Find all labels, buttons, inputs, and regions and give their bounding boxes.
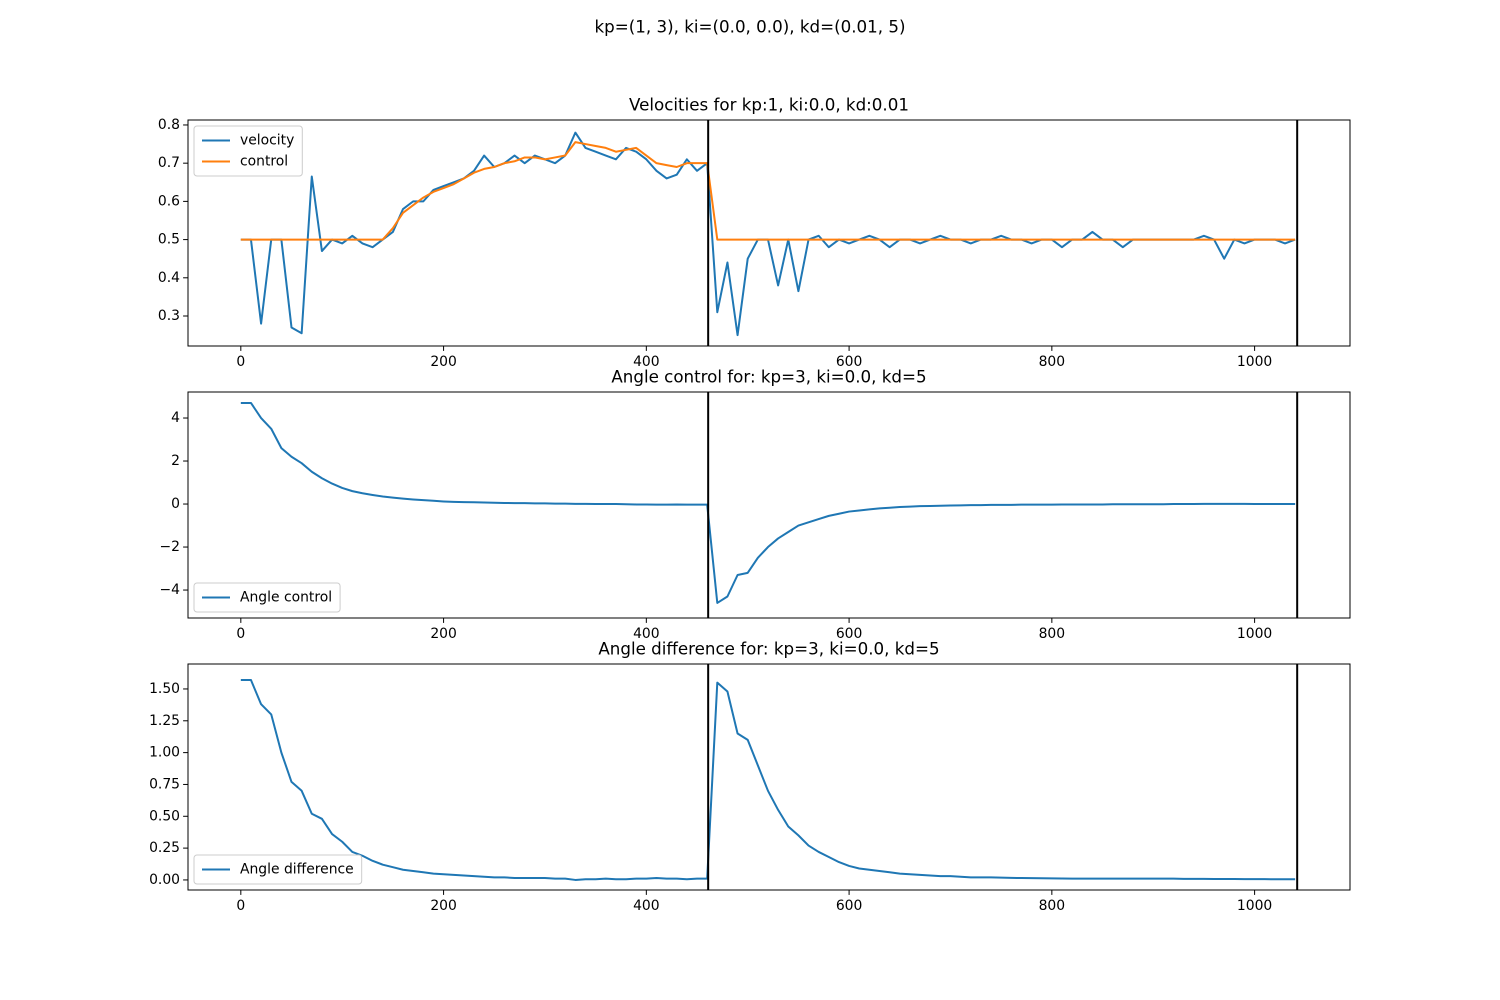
plot-area — [240, 392, 1299, 618]
legend: Angle difference — [193, 854, 363, 885]
figure-title: kp=(1, 3), ki=(0.0, 0.0), kd=(0.01, 5) — [595, 17, 906, 37]
x-tick-label: 1000 — [1237, 898, 1272, 914]
legend: Angle control — [193, 582, 341, 613]
y-tick-label: 0.4 — [158, 270, 180, 286]
x-tick-label: 600 — [836, 626, 863, 642]
y-tick-label: −4 — [160, 582, 181, 598]
x-tick-label: 200 — [430, 626, 457, 642]
subplot: Angle control for: kp=3, ki=0.0, kd=50 20… — [160, 367, 1351, 642]
x-tick-label: 600 — [836, 898, 863, 914]
y-tick-label: 1.50 — [149, 681, 180, 697]
y-tick-label: 0.00 — [149, 872, 180, 888]
axes-frame — [187, 391, 1351, 619]
x-tick-label: 1000 — [1237, 354, 1272, 370]
y-tick-label: 1.00 — [149, 745, 180, 761]
y-tick-label: 0.3 — [158, 308, 180, 324]
y-tick-label: 0.8 — [158, 117, 180, 133]
plot-area — [240, 664, 1299, 890]
subplot: Velocities for kp:1, ki:0.0, kd:0.01 0 200… — [158, 95, 1351, 370]
x-tick-label: 0 — [236, 626, 245, 642]
x-tick-label: 200 — [430, 898, 457, 914]
y-tick-label: 1.25 — [149, 713, 180, 729]
y-tick-label: 0 — [171, 496, 180, 512]
legend-box — [193, 125, 303, 177]
legend-box — [193, 582, 341, 613]
legend-label: Angle difference — [240, 862, 354, 878]
subplot-title: Angle control for: kp=3, ki=0.0, kd=5 — [611, 367, 926, 387]
legend-box — [193, 854, 363, 885]
x-tick-label: 200 — [430, 354, 457, 370]
x-tick-label: 400 — [633, 626, 660, 642]
legend-label: control — [240, 154, 288, 170]
legend-label: velocity — [240, 133, 294, 149]
x-tick-label: 0 — [236, 354, 245, 370]
y-tick-label: 0.25 — [149, 840, 180, 856]
y-tick-label: 0.7 — [158, 155, 180, 171]
axes-frame — [187, 663, 1351, 891]
data-line — [240, 141, 1296, 241]
y-tick-label: 0.50 — [149, 808, 180, 824]
x-tick-label: 400 — [633, 354, 660, 370]
x-tick-label: 600 — [836, 354, 863, 370]
x-tick-label: 800 — [1039, 898, 1066, 914]
x-tick-label: 400 — [633, 898, 660, 914]
y-tick-label: 0.5 — [158, 232, 180, 248]
data-line — [240, 401, 1296, 604]
data-line — [240, 679, 1296, 881]
subplot-title: Velocities for kp:1, ki:0.0, kd:0.01 — [629, 95, 909, 115]
x-tick-label: 800 — [1039, 626, 1066, 642]
y-tick-label: 0.75 — [149, 776, 180, 792]
x-tick-label: 0 — [236, 898, 245, 914]
legend: velocity control — [193, 125, 303, 177]
plot-area — [240, 120, 1299, 346]
legend-label: Angle control — [240, 590, 332, 606]
y-tick-label: 4 — [171, 410, 180, 426]
x-tick-label: 1000 — [1237, 626, 1272, 642]
y-tick-label: −2 — [160, 539, 180, 555]
y-tick-label: 0.6 — [158, 193, 180, 209]
x-tick-label: 800 — [1039, 354, 1066, 370]
axes-frame — [187, 119, 1351, 347]
y-tick-label: 2 — [171, 453, 180, 469]
subplot-title: Angle difference for: kp=3, ki=0.0, kd=5 — [598, 639, 939, 659]
subplot: Angle difference for: kp=3, ki=0.0, kd=5… — [149, 639, 1351, 914]
